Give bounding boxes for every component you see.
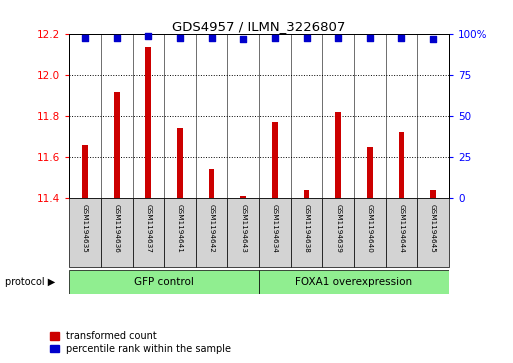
Point [429,36,437,42]
Text: GSM1194640: GSM1194640 [367,204,373,253]
FancyBboxPatch shape [132,198,164,267]
Text: GSM1194636: GSM1194636 [114,204,120,253]
FancyBboxPatch shape [322,198,354,267]
Bar [146,47,151,198]
Point [81,35,89,41]
Point [207,35,215,41]
Bar [430,190,436,198]
Bar [367,147,372,198]
Text: GSM1194643: GSM1194643 [240,204,246,253]
FancyBboxPatch shape [259,198,291,267]
FancyBboxPatch shape [69,198,101,267]
Text: GSM1194637: GSM1194637 [145,204,151,253]
Bar [399,132,404,198]
FancyBboxPatch shape [101,198,132,267]
FancyBboxPatch shape [291,198,322,267]
FancyBboxPatch shape [227,198,259,267]
Text: GSM1194635: GSM1194635 [82,204,88,253]
Point [144,33,152,39]
Text: GSM1194642: GSM1194642 [209,204,214,253]
FancyBboxPatch shape [164,198,196,267]
Text: FOXA1 overexpression: FOXA1 overexpression [295,277,412,287]
Text: GSM1194644: GSM1194644 [399,204,404,253]
Point [271,35,279,41]
FancyBboxPatch shape [259,270,449,294]
Point [366,35,374,41]
Text: protocol ▶: protocol ▶ [5,277,55,287]
Point [334,35,342,41]
Title: GDS4957 / ILMN_3226807: GDS4957 / ILMN_3226807 [172,20,346,33]
FancyBboxPatch shape [354,198,386,267]
Bar [177,129,183,198]
Point [302,35,310,41]
Bar [304,190,309,198]
Text: GSM1194641: GSM1194641 [177,204,183,253]
Text: GSM1194645: GSM1194645 [430,204,436,253]
Point [176,35,184,41]
FancyBboxPatch shape [417,198,449,267]
Bar [336,112,341,198]
Text: GSM1194634: GSM1194634 [272,204,278,253]
Bar [209,169,214,198]
Legend: transformed count, percentile rank within the sample: transformed count, percentile rank withi… [46,327,235,358]
Point [113,35,121,41]
Bar [82,145,88,198]
FancyBboxPatch shape [196,198,227,267]
FancyBboxPatch shape [386,198,417,267]
Bar [241,196,246,198]
Text: GSM1194639: GSM1194639 [335,204,341,253]
Bar [272,122,278,198]
FancyBboxPatch shape [69,270,259,294]
Bar [114,91,120,198]
Point [239,36,247,42]
Text: GSM1194638: GSM1194638 [304,204,309,253]
Text: GFP control: GFP control [134,277,194,287]
Point [397,35,405,41]
